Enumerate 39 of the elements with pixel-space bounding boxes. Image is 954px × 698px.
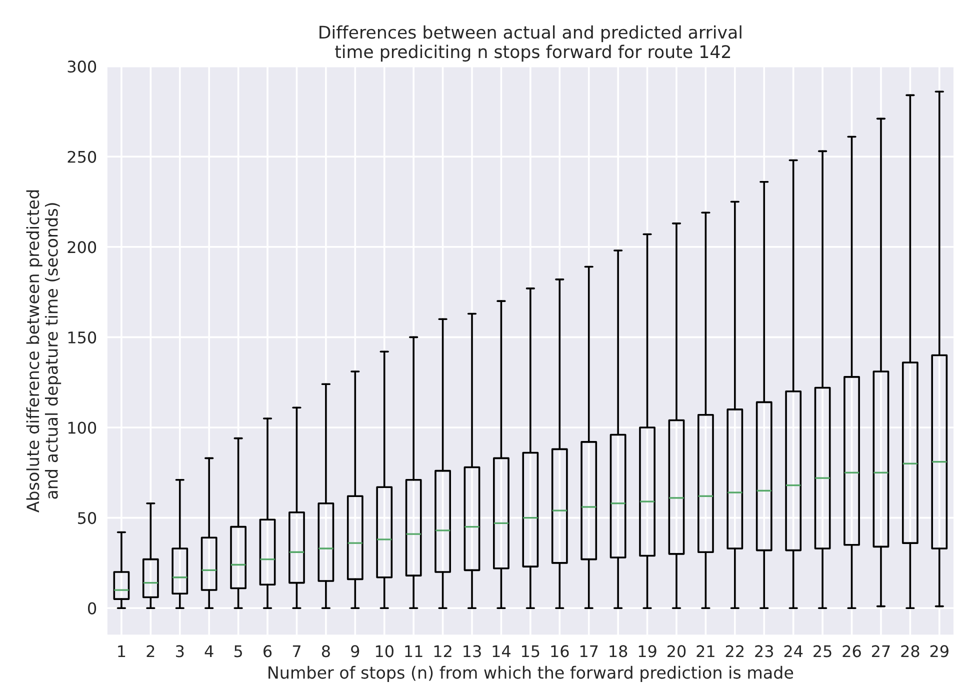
- x-tick-label: 23: [755, 645, 774, 658]
- y-tick-label: 150: [68, 331, 96, 344]
- x-tick-label: 7: [292, 645, 300, 658]
- y-tick-label: 250: [68, 150, 96, 163]
- x-tick-label: 1: [118, 645, 126, 658]
- x-tick-label: 25: [814, 645, 832, 658]
- x-tick-label: 2: [146, 645, 154, 658]
- x-tick-label: 26: [842, 645, 861, 658]
- x-tick-label: 24: [784, 645, 803, 658]
- y-tick-label: 50: [78, 512, 96, 524]
- x-tick-label: 20: [667, 645, 686, 658]
- x-tick-label: 10: [376, 645, 394, 658]
- x-tick-label: 14: [492, 645, 510, 658]
- x-tick-label: 22: [726, 645, 744, 658]
- y-tick-label: 300: [68, 60, 96, 73]
- x-tick-label: 9: [351, 645, 360, 658]
- y-axis-title: Absolute difference between predicted and actual depature time (seconds): [26, 190, 62, 513]
- y-tick-label: 200: [68, 241, 96, 254]
- x-tick-label: 19: [638, 645, 656, 658]
- x-tick-label: 27: [872, 645, 890, 658]
- x-tick-label: 5: [234, 645, 242, 658]
- x-tick-label: 4: [204, 645, 214, 658]
- y-tick-label: 100: [68, 422, 96, 434]
- x-tick-label: 13: [464, 645, 481, 658]
- x-tick-label: 12: [434, 645, 452, 658]
- y-tick-label: 0: [88, 602, 96, 614]
- x-tick-label: 11: [405, 645, 422, 658]
- x-tick-label: 21: [696, 645, 714, 658]
- x-tick-label: 29: [930, 645, 948, 658]
- x-tick-label: 18: [610, 645, 628, 658]
- x-tick-label: 17: [580, 645, 598, 658]
- x-tick-label: 6: [264, 645, 272, 658]
- x-axis-title: Number of stops (n) from which the forward prediction is made: [268, 666, 794, 682]
- x-tick-label: 3: [176, 645, 184, 658]
- chart-title: Differences between actual and predicted arrival time prediciting n stops forward for route 142: [320, 25, 742, 62]
- x-tick-label: 8: [322, 645, 330, 658]
- x-tick-label: 15: [522, 645, 540, 658]
- x-tick-label: 16: [551, 645, 569, 658]
- x-tick-label: 28: [901, 645, 920, 658]
